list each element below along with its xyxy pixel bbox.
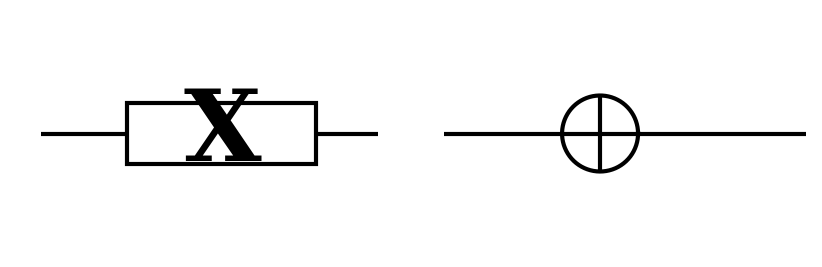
Polygon shape [562, 96, 638, 171]
Text: X: X [183, 85, 261, 182]
Bar [127, 103, 316, 164]
